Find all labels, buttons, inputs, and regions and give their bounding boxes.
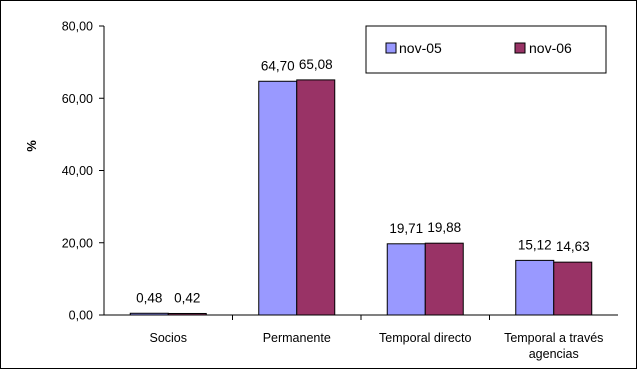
- category-label-1: Permanente: [263, 331, 331, 345]
- y-tick-label: 0,00: [69, 309, 93, 323]
- y-tick-label: 80,00: [62, 20, 93, 34]
- legend-label-nov-05: nov-05: [399, 40, 442, 56]
- y-tick-label: 60,00: [62, 92, 93, 106]
- bar-nov-05-3: [515, 259, 555, 316]
- bar-nov-05-2: [386, 243, 426, 316]
- data-label-nov-05-2: 19,71: [389, 221, 423, 236]
- data-label-nov-06-1: 65,08: [299, 57, 333, 72]
- y-axis-label: %: [24, 140, 39, 152]
- data-label-nov-06-0: 0,42: [174, 290, 200, 305]
- data-label-nov-06-2: 19,88: [427, 220, 461, 235]
- legend-box: [365, 25, 607, 74]
- bar-nov-06-1: [296, 79, 336, 316]
- data-label-nov-06-3: 14,63: [556, 239, 590, 254]
- category-label-2: Temporal directo: [379, 331, 471, 345]
- category-label-0: Socios: [149, 331, 187, 345]
- data-label-nov-05-3: 15,12: [518, 237, 552, 252]
- y-axis-ticks: 0,00 20,00 40,00 60,00 80,00: [62, 20, 104, 323]
- y-tick-label: 40,00: [62, 164, 93, 178]
- category-label-3: Temporal a través agencias: [504, 331, 603, 361]
- legend-swatch-nov-06: [514, 42, 526, 54]
- legend: nov-05 nov-06: [365, 25, 607, 74]
- data-label-nov-05-0: 0,48: [136, 290, 162, 305]
- x-axis-labels: Socios Permanente Temporal directo Temporal…: [149, 315, 603, 361]
- legend-label-nov-06: nov-06: [529, 40, 572, 56]
- y-tick-label: 20,00: [62, 236, 93, 250]
- data-labels: 0,48 0,42 64,70 65,08 19,71 19,88 15,12 14,63: [136, 57, 590, 306]
- bar-nov-05-1: [258, 80, 298, 316]
- data-label-nov-05-1: 64,70: [261, 58, 295, 73]
- bars: [129, 79, 593, 316]
- bar-nov-06-3: [553, 261, 593, 316]
- legend-swatch-nov-05: [385, 42, 397, 54]
- bar-nov-06-2: [424, 242, 464, 316]
